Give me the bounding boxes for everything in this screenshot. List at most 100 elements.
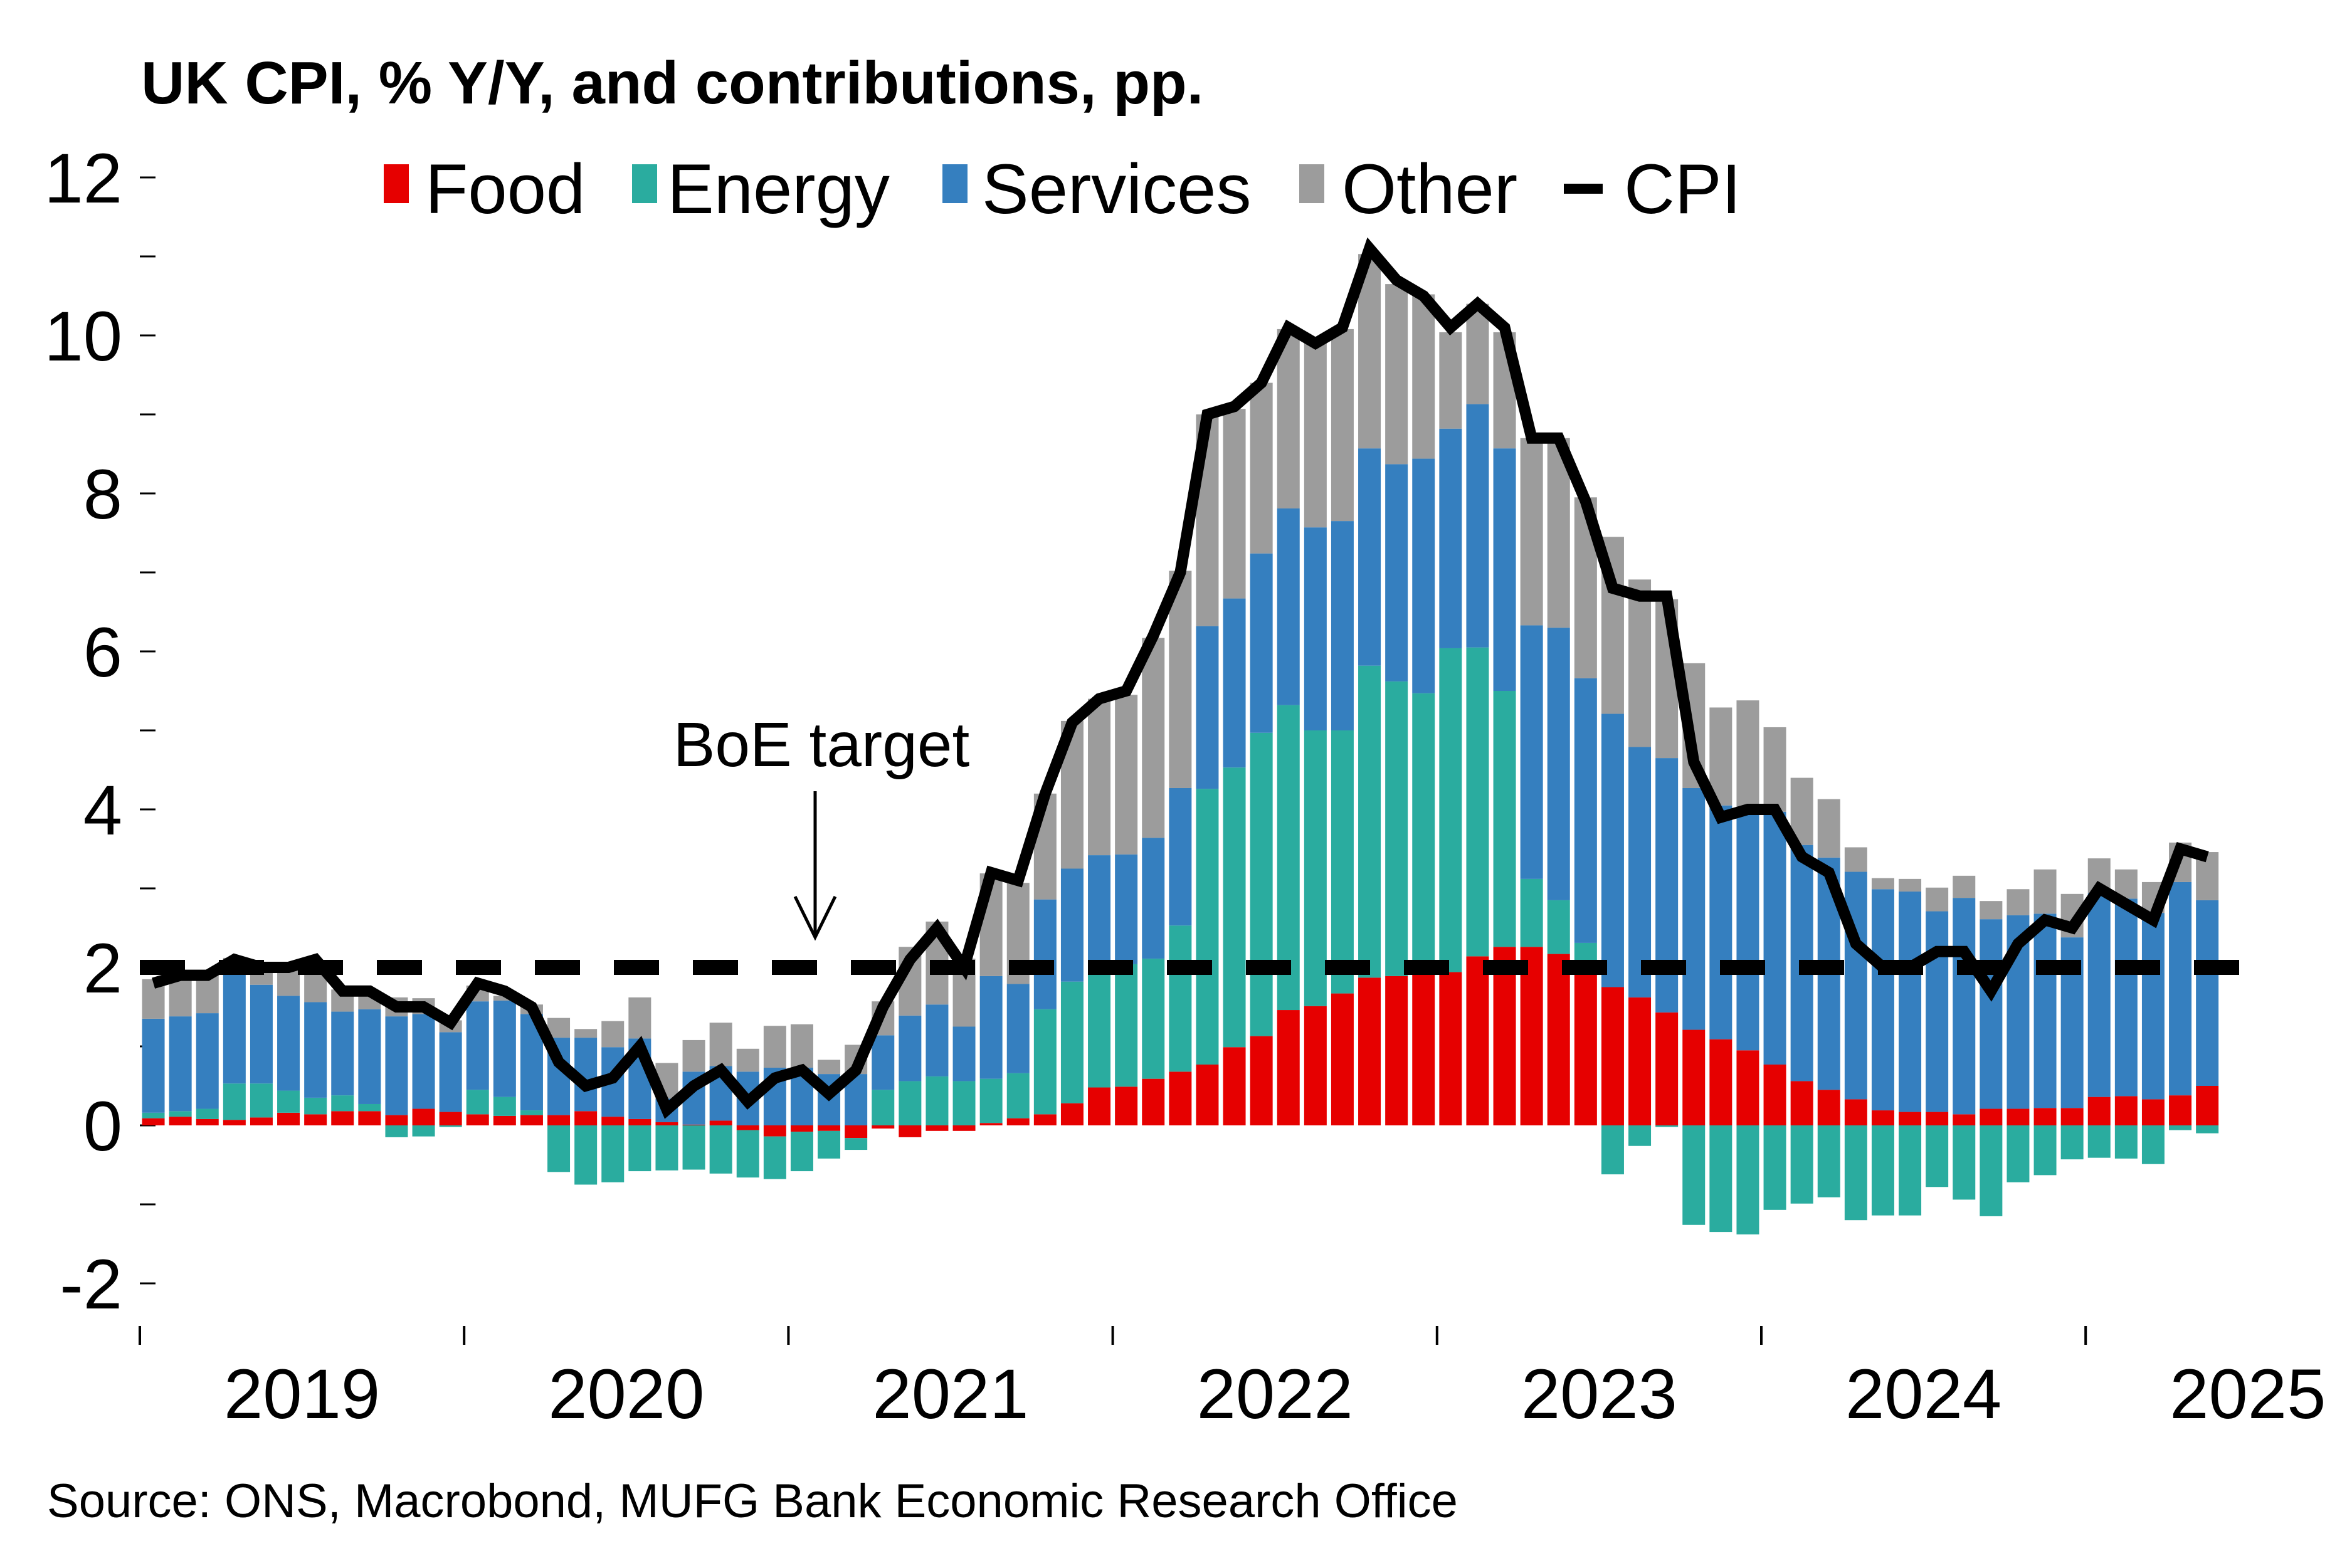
bar-other [628, 997, 651, 1039]
bar-food [169, 1117, 192, 1125]
bar-energy [1223, 767, 1246, 1048]
bar-stack-2021-09 [1006, 883, 1030, 1125]
bar-services [2033, 913, 2057, 1108]
bar-energy [736, 1130, 759, 1178]
y-tick-label: 10 [44, 297, 122, 376]
bar-energy [2141, 1125, 2165, 1164]
bar-stack-2023-12 [1736, 700, 1759, 1234]
annotation-arrow-head [793, 895, 837, 941]
bar-energy [1547, 900, 1570, 954]
legend-swatch-cpi [1564, 184, 1603, 194]
bar-other [1980, 901, 2003, 920]
bar-energy [1736, 1125, 1759, 1234]
bar-food [1304, 1006, 1327, 1125]
bar-services [1169, 787, 1192, 926]
bar-services [1412, 458, 1435, 693]
bar-stack-2021-03 [845, 1044, 868, 1150]
bar-food [790, 1125, 813, 1132]
bar-food [1115, 1087, 1138, 1125]
y-tick-label: 0 [83, 1087, 122, 1165]
bar-stack-2019-11 [412, 998, 435, 1137]
bar-energy [601, 1125, 625, 1182]
bar-stack-2022-04 [1196, 414, 1219, 1125]
bar-energy [818, 1130, 841, 1159]
legend-label-energy: Energy [667, 150, 890, 228]
bar-stack-2023-04 [1520, 438, 1543, 1125]
bar-stack-2019-04 [223, 957, 246, 1125]
boe-target-label: BoE target [673, 710, 970, 780]
y-tick-label: 4 [83, 771, 122, 850]
bar-energy [952, 1081, 976, 1125]
bar-stack-2022-02 [1142, 638, 1165, 1125]
x-axis: 2019 2020 2021 2022 2023 2024 2025 [139, 1326, 2326, 1433]
bar-stack-2024-07 [1926, 887, 1949, 1187]
bar-services [1439, 428, 1462, 648]
bar-food [1385, 976, 1408, 1125]
legend-swatch-energy [632, 164, 657, 203]
bar-food [1736, 1050, 1759, 1125]
bar-food [601, 1117, 625, 1125]
bar-energy [1682, 1125, 1706, 1225]
bar-energy [1953, 1125, 1976, 1200]
bar-food [926, 1125, 949, 1131]
bar-energy [1926, 1125, 1949, 1187]
bar-stack-2021-02 [818, 1060, 841, 1159]
bar-energy [331, 1095, 354, 1112]
bar-other [1277, 329, 1300, 508]
bar-food [520, 1115, 543, 1125]
bar-services [250, 984, 273, 1084]
bar-stack-2021-10 [1033, 793, 1057, 1125]
bar-energy [1196, 789, 1219, 1065]
bar-services [493, 1000, 516, 1097]
bar-energy [439, 1125, 462, 1127]
bar-services [1980, 919, 2003, 1109]
bar-services [1142, 838, 1165, 959]
bar-energy [763, 1136, 786, 1179]
bar-services [277, 996, 300, 1091]
bar-other [818, 1060, 841, 1075]
bar-other [1088, 698, 1111, 856]
bar-food [1277, 1010, 1300, 1125]
bar-services [1709, 805, 1732, 1039]
bar-food [899, 1125, 922, 1137]
bar-other [1115, 695, 1138, 855]
legend-label-services: Services [982, 150, 1251, 228]
bar-energy [1006, 1073, 1030, 1118]
bar-other [1304, 342, 1327, 528]
bar-energy [1277, 705, 1300, 1011]
x-tick-label: 2024 [1845, 1355, 2001, 1433]
bar-energy [277, 1090, 300, 1113]
bar-services [1358, 448, 1381, 666]
bar-food [2196, 1086, 2219, 1125]
bar-stack-2019-08 [331, 989, 354, 1125]
bar-other [790, 1024, 813, 1068]
bar-other [574, 1029, 598, 1038]
bar-other [1736, 700, 1759, 815]
bar-energy [1844, 1125, 1867, 1221]
bar-stack-2022-09 [1331, 329, 1354, 1125]
bar-food [736, 1125, 759, 1130]
bar-energy [547, 1125, 571, 1172]
bar-food [1682, 1029, 1706, 1125]
bar-services [1277, 508, 1300, 705]
bar-food [196, 1118, 219, 1125]
bar-stack-2022-07 [1277, 329, 1300, 1125]
bar-food [1196, 1064, 1219, 1125]
bar-energy [1817, 1125, 1840, 1197]
bar-food [709, 1120, 732, 1125]
bar-food [1142, 1078, 1165, 1125]
bar-services [1763, 811, 1786, 1065]
bar-stack-2021-07 [952, 959, 976, 1131]
bar-energy [1466, 647, 1489, 957]
bar-stack-2021-01 [790, 1024, 813, 1172]
bar-food [1547, 954, 1570, 1125]
bar-other [1628, 579, 1652, 747]
bar-stack-2019-09 [358, 993, 381, 1125]
legend-label-food: Food [425, 150, 585, 228]
bar-services [196, 1013, 219, 1109]
bar-services [1601, 713, 1624, 987]
bar-other [1250, 382, 1273, 554]
cpi-line [152, 237, 2209, 1119]
bar-food [1574, 963, 1597, 1125]
bar-food [493, 1115, 516, 1125]
